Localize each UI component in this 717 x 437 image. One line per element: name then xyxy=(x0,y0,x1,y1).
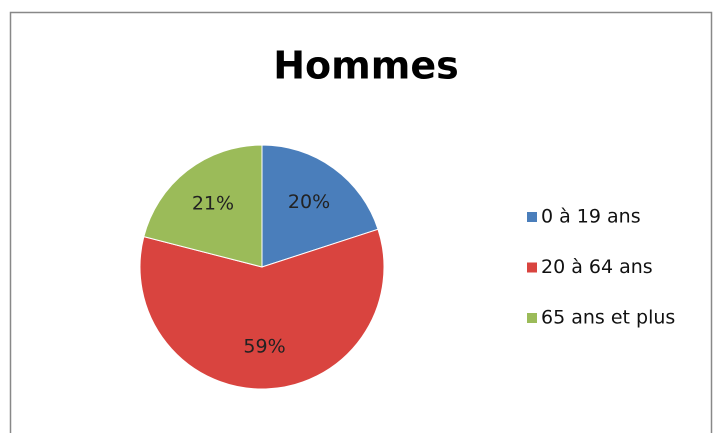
legend-swatch xyxy=(527,262,537,273)
legend-label: 20 à 64 ans xyxy=(541,256,653,278)
legend-label: 0 à 19 ans xyxy=(541,206,641,228)
legend-label: 65 ans et plus xyxy=(541,307,675,329)
legend-swatch xyxy=(527,212,537,222)
chart-title: Hommes xyxy=(273,44,459,88)
data-label: 20% xyxy=(288,191,330,213)
data-label: 21% xyxy=(192,192,234,214)
pie-slice xyxy=(143,144,263,268)
legend-swatch xyxy=(527,313,537,323)
pie-slice xyxy=(139,228,385,390)
pie-slice xyxy=(261,144,379,268)
data-label: 59% xyxy=(243,335,285,357)
